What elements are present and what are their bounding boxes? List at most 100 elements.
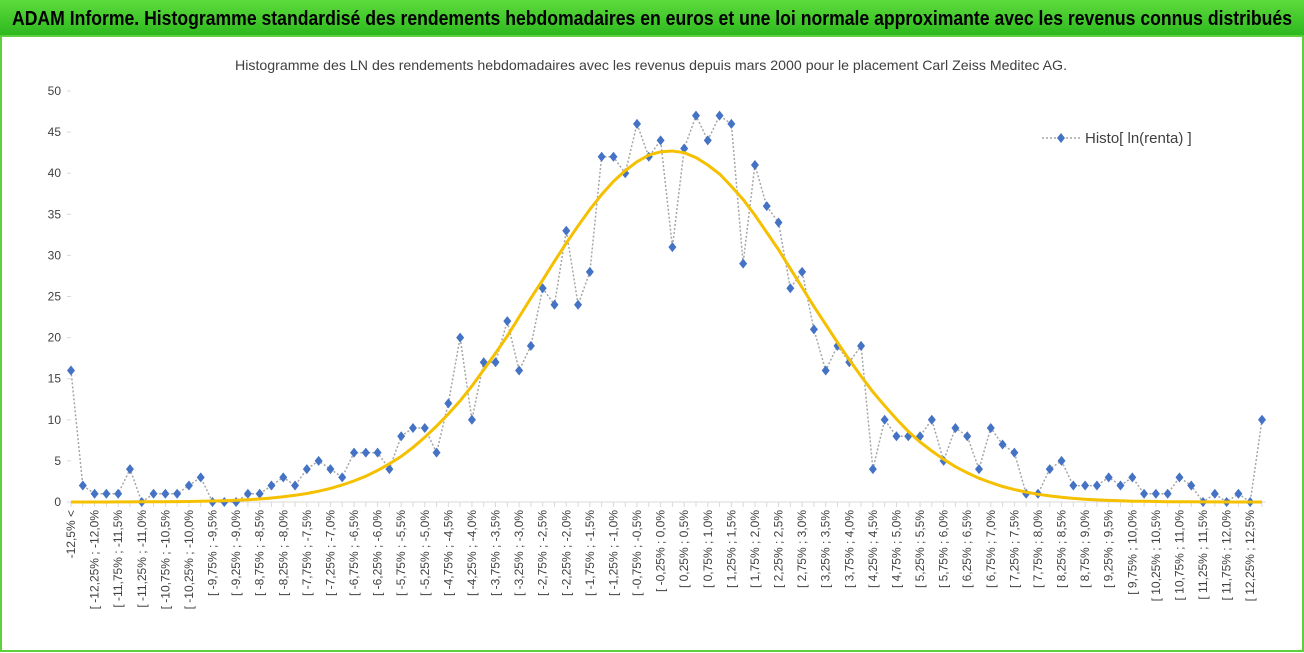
data-point xyxy=(609,151,618,162)
data-point xyxy=(1258,414,1266,425)
data-point xyxy=(444,398,453,409)
data-point xyxy=(986,423,995,434)
data-point xyxy=(173,488,182,499)
y-tick-label: 35 xyxy=(48,207,62,221)
x-tick-label: [ -5,25% ; -5,0% xyxy=(418,510,432,596)
data-point xyxy=(739,258,748,269)
data-point xyxy=(562,225,571,236)
data-point xyxy=(774,217,783,228)
data-point xyxy=(432,447,441,458)
header-title: ADAM Informe. Histogramme standardisé de… xyxy=(12,8,1292,30)
data-point xyxy=(184,480,193,491)
y-tick-label: 5 xyxy=(54,454,61,468)
data-point xyxy=(314,455,323,466)
x-tick-label: [ -4,75% ; -4,5% xyxy=(441,510,455,596)
data-point xyxy=(998,439,1007,450)
data-point xyxy=(526,340,535,351)
x-tick-label: [ -2,75% ; -2,5% xyxy=(536,510,550,596)
x-tick-label: [ 10,25% ; 10,5% xyxy=(1149,510,1163,602)
x-tick-label: [ 6,25% ; 6,5% xyxy=(960,510,974,588)
data-point xyxy=(951,423,960,434)
data-point xyxy=(291,480,300,491)
x-tick-label: [ 3,75% ; 4,0% xyxy=(842,510,856,588)
x-tick-label: [ 7,75% ; 8,0% xyxy=(1031,510,1045,588)
x-tick-label: [ 12,25% ; 12,5% xyxy=(1243,510,1257,602)
x-tick-label: [ 3,25% ; 3,5% xyxy=(819,510,833,588)
y-tick-label: 0 xyxy=(54,495,61,509)
data-point xyxy=(750,159,759,170)
data-point xyxy=(267,480,276,491)
x-tick-label: [ 9,75% ; 10,0% xyxy=(1125,510,1139,595)
data-point xyxy=(338,472,347,483)
y-tick-label: 20 xyxy=(48,331,62,345)
y-tick-label: 10 xyxy=(48,413,62,427)
data-point xyxy=(762,201,771,212)
x-tick-label: [ -2,25% ; -2,0% xyxy=(559,510,573,596)
x-tick-label: [ 8,25% ; 8,5% xyxy=(1055,510,1069,588)
data-point xyxy=(963,431,972,442)
data-point xyxy=(279,472,288,483)
series-line xyxy=(70,113,1263,504)
x-tick-label: [ 10,75% ; 11,0% xyxy=(1172,510,1186,601)
data-point xyxy=(892,431,901,442)
x-tick-label: [ 1,75% ; 2,0% xyxy=(748,510,762,588)
data-point xyxy=(161,488,170,499)
data-point xyxy=(114,488,123,499)
data-point xyxy=(149,488,158,499)
x-tick-label: [ 5,75% ; 6,0% xyxy=(937,510,951,588)
data-point xyxy=(361,447,370,458)
data-point xyxy=(868,464,877,475)
data-point xyxy=(408,423,417,434)
data-point xyxy=(703,135,712,146)
data-point xyxy=(1234,488,1243,499)
x-tick-label: [ -1,75% ; -1,5% xyxy=(583,510,597,596)
data-point xyxy=(232,497,241,507)
y-tick-label: 50 xyxy=(48,84,62,98)
data-point xyxy=(243,488,252,499)
data-point xyxy=(125,464,134,475)
x-tick-label: [ -8,75% ; -8,5% xyxy=(253,510,267,596)
data-point xyxy=(574,299,583,310)
x-tick-label: [ -10,75% ; -10,5% xyxy=(158,510,172,610)
data-point xyxy=(255,488,264,499)
data-point xyxy=(857,340,866,351)
frame xyxy=(0,35,1304,652)
data-point xyxy=(1069,480,1078,491)
data-point xyxy=(515,365,524,376)
x-tick-label: [ 4,75% ; 5,0% xyxy=(889,510,903,588)
x-tick-label: [ -5,75% ; -5,5% xyxy=(394,510,408,596)
x-tick-label: [ -0,25% ; 0,0% xyxy=(654,510,668,592)
x-tick-label: [ 0,75% ; 1,0% xyxy=(701,510,715,588)
data-point xyxy=(1057,455,1066,466)
y-tick-label: 45 xyxy=(48,125,62,139)
x-tick-label: -12,5% < xyxy=(64,510,78,558)
x-tick-label: [ -7,25% ; -7,0% xyxy=(323,510,337,596)
data-point xyxy=(786,283,795,294)
data-point xyxy=(420,423,429,434)
x-tick-label: [ 5,25% ; 5,5% xyxy=(913,510,927,588)
data-point xyxy=(467,414,476,425)
x-tick-label: [ 8,75% ; 9,0% xyxy=(1078,510,1092,588)
data-point xyxy=(633,118,642,129)
x-tick-label: [ 9,25% ; 9,5% xyxy=(1102,510,1116,588)
x-tick-label: [ -4,25% ; -4,0% xyxy=(465,510,479,596)
data-point xyxy=(1010,447,1019,458)
data-point xyxy=(1092,480,1101,491)
y-tick-label: 30 xyxy=(48,248,62,262)
x-tick-label: [ -7,75% ; -7,5% xyxy=(300,510,314,596)
chart-title: Histogramme des LN des rendements hebdom… xyxy=(235,57,1067,73)
data-point xyxy=(656,135,665,146)
y-tick-label: 25 xyxy=(48,290,62,304)
data-point xyxy=(585,266,594,277)
x-tick-label: [ 6,75% ; 7,0% xyxy=(984,510,998,588)
legend-marker xyxy=(1057,133,1065,143)
data-point xyxy=(1116,480,1125,491)
data-point xyxy=(373,447,382,458)
x-tick-label: [ -1,25% ; -1,0% xyxy=(606,510,620,596)
data-point xyxy=(550,299,559,310)
data-point xyxy=(821,365,830,376)
x-tick-label: [ 2,25% ; 2,5% xyxy=(772,510,786,588)
y-tick-label: 40 xyxy=(48,166,62,180)
x-tick-label: [ 11,75% ; 12,0% xyxy=(1220,510,1234,601)
data-point xyxy=(1045,464,1054,475)
